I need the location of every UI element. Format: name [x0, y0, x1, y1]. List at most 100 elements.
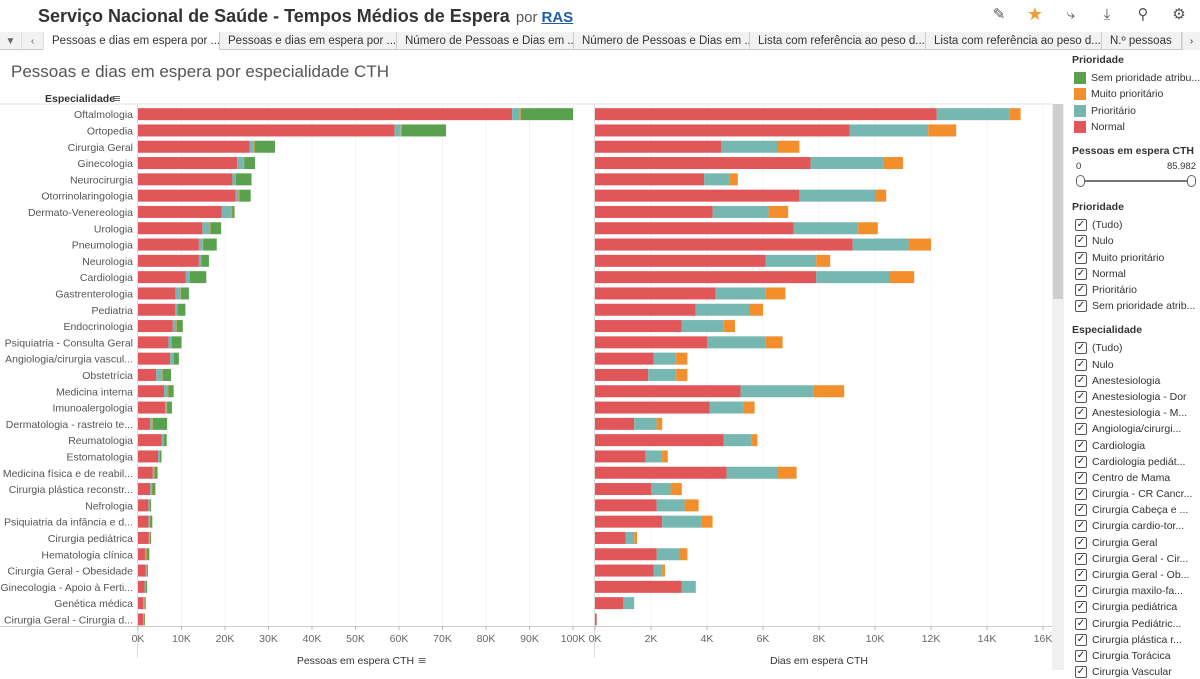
category-label: Dermato-Venereologia: [28, 207, 133, 219]
bar-segment: [148, 499, 150, 512]
especialidade-option[interactable]: ✓ Cirurgia Vascular: [1075, 664, 1200, 679]
checkbox[interactable]: ✓: [1075, 488, 1087, 501]
bar-segment: [168, 336, 172, 349]
especialidade-option[interactable]: ✓ Cirurgia maxilo-fa...: [1075, 583, 1200, 599]
especialidade-option[interactable]: ✓ Cardiologia pediát...: [1075, 454, 1200, 470]
checkbox[interactable]: ✓: [1075, 504, 1087, 517]
legend-item[interactable]: Prioritário: [1074, 103, 1200, 119]
especialidade-option[interactable]: ✓ Cirurgia pediátrica: [1075, 599, 1200, 615]
settings-icon[interactable]: ⚙: [1172, 6, 1186, 23]
bar-segment: [645, 450, 663, 463]
checkbox[interactable]: ✓: [1075, 520, 1087, 533]
download-icon[interactable]: ⤓: [1103, 5, 1111, 23]
checkbox-label: Prioritário: [1092, 284, 1137, 297]
especialidade-option[interactable]: ✓ Cirurgia - CR Cancr...: [1075, 486, 1200, 502]
bar-segment: [138, 531, 149, 544]
prioridade-option[interactable]: ✓ Prioritário: [1075, 282, 1200, 298]
especialidade-option[interactable]: ✓ Cirurgia Cabeça e ...: [1075, 502, 1200, 518]
prioridade-option[interactable]: ✓ Sem prioridade atrib...: [1075, 298, 1200, 314]
checkbox[interactable]: ✓: [1075, 536, 1087, 549]
checkbox[interactable]: ✓: [1075, 423, 1087, 436]
bar-segment: [520, 108, 573, 121]
category-label: Imunoalergologia: [52, 403, 133, 415]
especialidade-option[interactable]: ✓ Angiologia/cirurgi...: [1075, 421, 1200, 437]
especialidade-option[interactable]: ✓ Cirurgia cardio-tor...: [1075, 518, 1200, 534]
especialidade-option[interactable]: ✓ Cirurgia Torácica: [1075, 648, 1200, 664]
checkbox[interactable]: ✓: [1075, 374, 1087, 387]
slider-handle-min[interactable]: [1076, 175, 1085, 188]
prioridade-option[interactable]: ✓ Muito prioritário: [1075, 250, 1200, 266]
tab-5[interactable]: Lista com referência ao peso d...: [750, 32, 926, 50]
checkbox[interactable]: ✓: [1075, 284, 1087, 297]
chart-scrollbar[interactable]: [1052, 104, 1064, 670]
bar-segment: [149, 515, 151, 528]
tab-3[interactable]: Número de Pessoas e Dias em ...: [397, 32, 574, 50]
checkbox[interactable]: ✓: [1075, 342, 1087, 355]
bar-segment: [138, 466, 153, 479]
author-link[interactable]: RAS: [541, 9, 574, 26]
especialidade-option[interactable]: ✓ (Tudo): [1075, 340, 1200, 356]
checkbox[interactable]: ✓: [1075, 552, 1087, 565]
scrollbar-thumb[interactable]: [1053, 104, 1063, 299]
checkbox[interactable]: ✓: [1075, 633, 1087, 646]
checkbox-label: Centro de Mama: [1092, 471, 1171, 484]
tab-6[interactable]: Lista com referência ao peso d...: [926, 32, 1102, 50]
prioridade-option[interactable]: ✓ Normal: [1075, 266, 1200, 282]
prioridade-option[interactable]: ✓ Nulo: [1075, 233, 1200, 249]
especialidade-option[interactable]: ✓ Nulo: [1075, 357, 1200, 373]
checkbox[interactable]: ✓: [1075, 666, 1087, 679]
tab-prev-icon[interactable]: ‹: [22, 32, 44, 50]
bar-segment: [168, 385, 169, 398]
especialidade-option[interactable]: ✓ Anestesiologia - M...: [1075, 405, 1200, 421]
tab-1[interactable]: Pessoas e dias em espera por ...: [44, 32, 220, 50]
bar-segment: [883, 157, 903, 170]
especialidade-option[interactable]: ✓ Centro de Mama: [1075, 470, 1200, 486]
checkbox[interactable]: ✓: [1075, 407, 1087, 420]
checkbox[interactable]: ✓: [1075, 390, 1087, 403]
subscribe-icon[interactable]: ⚲: [1137, 6, 1149, 23]
bar-segment: [908, 238, 931, 251]
legend-item[interactable]: Sem prioridade atribu...: [1074, 70, 1200, 86]
checkbox[interactable]: ✓: [1075, 471, 1087, 484]
checkbox[interactable]: ✓: [1075, 617, 1087, 630]
tab-next-icon[interactable]: ›: [1182, 32, 1200, 50]
slider-handle-max[interactable]: [1187, 175, 1196, 188]
edit-icon[interactable]: ✎: [992, 6, 1006, 23]
especialidade-option[interactable]: ✓ Anestesiologia - Dor: [1075, 389, 1200, 405]
share-icon[interactable]: ⤷: [1066, 5, 1076, 23]
checkbox[interactable]: ✓: [1075, 251, 1087, 264]
checkbox[interactable]: ✓: [1075, 235, 1087, 248]
tab-menu-icon[interactable]: ▼: [0, 32, 22, 50]
legend-item[interactable]: Muito prioritário: [1074, 86, 1200, 102]
checkbox[interactable]: ✓: [1075, 569, 1087, 582]
especialidade-option[interactable]: ✓ Anestesiologia: [1075, 373, 1200, 389]
star-icon[interactable]: ★: [1026, 3, 1044, 24]
checkbox[interactable]: ✓: [1075, 219, 1087, 232]
checkbox-label: Nulo: [1092, 358, 1114, 371]
tab-2[interactable]: Pessoas e dias em espera por ...: [220, 32, 397, 50]
checkbox[interactable]: ✓: [1075, 300, 1087, 313]
especialidade-option[interactable]: ✓ Cardiologia: [1075, 437, 1200, 453]
checkbox[interactable]: ✓: [1075, 439, 1087, 452]
tick-label: 20K: [216, 633, 235, 645]
checkbox[interactable]: ✓: [1075, 455, 1087, 468]
checkbox[interactable]: ✓: [1075, 358, 1087, 371]
especialidade-option[interactable]: ✓ Cirurgia Pediátric...: [1075, 616, 1200, 632]
checkbox[interactable]: ✓: [1075, 649, 1087, 662]
bar-segment: [858, 222, 878, 235]
tick-label: 14K: [978, 633, 997, 645]
checkbox[interactable]: ✓: [1075, 267, 1087, 280]
especialidade-option[interactable]: ✓ Cirurgia plástica r...: [1075, 632, 1200, 648]
tab-7[interactable]: N.º pessoas: [1102, 32, 1182, 50]
bar-segment: [595, 483, 651, 496]
especialidade-option[interactable]: ✓ Cirurgia Geral - Ob...: [1075, 567, 1200, 583]
especialidade-option[interactable]: ✓ Cirurgia Geral - Cir...: [1075, 551, 1200, 567]
tab-4[interactable]: Número de Pessoas e Dias em ...: [574, 32, 750, 50]
legend-item[interactable]: Normal: [1074, 119, 1200, 135]
checkbox[interactable]: ✓: [1075, 601, 1087, 614]
checkbox[interactable]: ✓: [1075, 585, 1087, 598]
slider-min: 0: [1076, 161, 1082, 173]
range-slider[interactable]: [1076, 173, 1196, 189]
prioridade-option[interactable]: ✓ (Tudo): [1075, 217, 1200, 233]
especialidade-option[interactable]: ✓ Cirurgia Geral: [1075, 535, 1200, 551]
